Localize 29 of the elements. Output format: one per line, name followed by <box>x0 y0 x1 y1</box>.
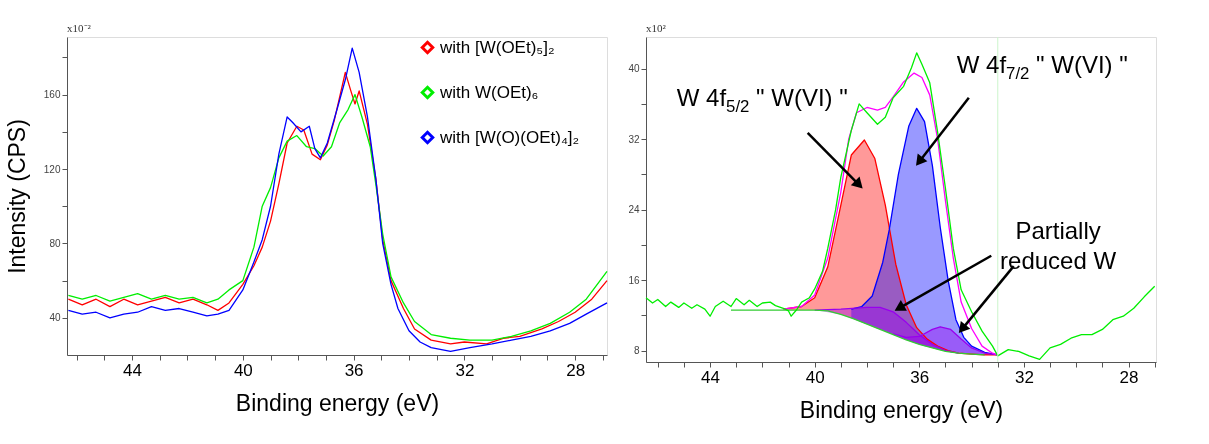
x-tick-label: 32 <box>1014 367 1034 387</box>
x-tick-label: 36 <box>910 367 930 387</box>
y-tick-label: 120 <box>43 163 61 175</box>
legend-label: with [W(OEt)₅]₂ <box>439 37 555 57</box>
legend-label: with W(OEt)₆ <box>439 82 539 102</box>
line-series <box>730 309 986 356</box>
x-tick-label: 40 <box>805 367 825 387</box>
text: x10⁻² <box>67 22 92 34</box>
x-tick-label: 28 <box>1119 367 1139 387</box>
x-tick-label: 32 <box>455 360 475 380</box>
y-tick-label: 16 <box>628 274 640 286</box>
y-tick-label: 40 <box>49 312 61 324</box>
y-tick-label: 160 <box>43 89 61 101</box>
y-tick-label: 32 <box>628 133 640 145</box>
y-tick-label: 24 <box>628 204 640 216</box>
x-tick-label: 44 <box>123 360 143 380</box>
legend-label: with [W(O)(OEt)₄]₂ <box>439 127 580 147</box>
annotation: Partially reduced W <box>1000 217 1117 274</box>
x-axis-title: Binding energy (eV) <box>235 389 440 416</box>
x-tick-label: 28 <box>566 360 586 380</box>
y-axis-title: Intensity (CPS) <box>3 119 30 274</box>
x-axis-title: Binding energy (eV) <box>799 396 1004 423</box>
x-tick-label: 40 <box>233 360 253 380</box>
text: x10² <box>646 22 667 34</box>
x-tick-label: 36 <box>344 360 364 380</box>
y-tick-label: 40 <box>628 63 640 75</box>
y-tick-label: 8 <box>633 345 640 357</box>
y-tick-label: 80 <box>49 237 61 249</box>
x-tick-label: 44 <box>701 367 721 387</box>
